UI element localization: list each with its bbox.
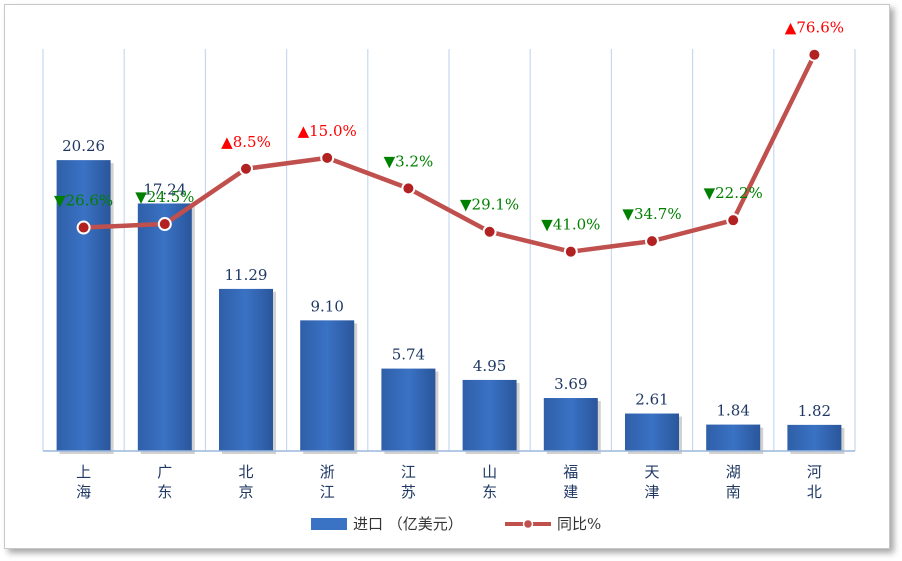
yoy-value-label: ▼22.2% [704, 184, 763, 202]
bar-value-label: 4.95 [473, 357, 506, 375]
data-labels: 20.26 17.24 11.29 9.10 5.74 4.95 3.69 2.61 1.84 1… [54, 19, 844, 420]
x-tick-label: 东 [482, 483, 497, 501]
yoy-value-label: ▼29.1% [460, 196, 519, 214]
x-tick-label: 北 [807, 483, 822, 501]
bar-value-label: 1.84 [716, 402, 749, 420]
x-tick-label: 广 [157, 463, 172, 481]
x-tick-label: 上 [76, 463, 91, 481]
yoy-value-label: ▼41.0% [541, 216, 600, 234]
legend: 进口 （亿美元） 同比% [311, 515, 601, 533]
yoy-line [81, 52, 817, 254]
legend-line-label: 同比% [557, 515, 601, 533]
bar [706, 424, 761, 451]
yoy-point [726, 213, 741, 228]
yoy-point [645, 234, 659, 249]
yoy-point [157, 217, 172, 232]
yoy-value-label: ▲76.6% [785, 19, 844, 37]
yoy-value-label: ▼24.5% [135, 188, 194, 206]
bar-value-label: 17.24 [143, 180, 186, 198]
x-tick-label: 南 [726, 483, 741, 501]
x-tick-label: 苏 [401, 483, 416, 501]
bar [137, 203, 192, 451]
yoy-value-label: ▲15.0% [298, 122, 357, 140]
yoy-point [482, 224, 497, 239]
legend-bar-swatch [311, 518, 347, 530]
x-tick-label: 山 [482, 463, 497, 481]
bar [462, 379, 517, 451]
yoy-point [320, 150, 335, 165]
bar [543, 398, 598, 451]
yoy-point [401, 181, 416, 196]
chart-frame: 上海广东北京浙江江苏山东福建天津湖南河北 20.26 17.24 11.29 9.10… [4, 4, 890, 549]
x-tick-label: 河 [807, 463, 822, 481]
line-series [76, 47, 822, 259]
bar [625, 413, 679, 451]
x-tick-label: 江 [401, 463, 416, 481]
yoy-value-label: ▼34.7% [622, 205, 681, 223]
yoy-value-label: ▼3.2% [384, 152, 434, 170]
x-tick-label: 浙 [320, 463, 335, 481]
bar [300, 320, 355, 451]
x-tick-label: 津 [644, 483, 659, 501]
x-tick-label: 湖 [726, 463, 741, 481]
bar-value-label: 20.26 [62, 137, 105, 155]
x-tick-label: 福 [563, 463, 578, 481]
bar [56, 160, 111, 452]
yoy-value-label: ▼26.6% [54, 192, 113, 210]
legend-bar-label: 进口 （亿美元） [353, 515, 463, 533]
bar-value-label: 11.29 [225, 266, 268, 284]
bar [787, 424, 842, 451]
bar-series [56, 160, 845, 455]
yoy-point [76, 220, 91, 235]
bar [219, 288, 273, 451]
grid-lines [42, 49, 856, 451]
legend-line-marker [522, 518, 534, 530]
bar-value-label: 3.69 [554, 375, 587, 393]
x-tick-label: 东 [157, 483, 172, 501]
bar-value-label: 2.61 [635, 391, 668, 409]
yoy-value-label: ▲8.5% [221, 133, 271, 151]
x-tick-label: 天 [644, 463, 659, 481]
yoy-point [807, 47, 822, 62]
bar-value-label: 9.10 [310, 297, 343, 315]
x-tick-label: 北 [238, 463, 253, 481]
bar-value-label: 1.82 [798, 402, 831, 420]
bar-value-label: 5.74 [392, 346, 425, 364]
yoy-point [239, 161, 253, 176]
yoy-point [563, 244, 578, 259]
x-tick-label: 海 [76, 483, 91, 501]
x-tick-label: 京 [238, 483, 253, 501]
x-tick-label: 建 [563, 483, 578, 501]
bar [381, 368, 436, 451]
x-tick-label: 江 [320, 483, 335, 501]
